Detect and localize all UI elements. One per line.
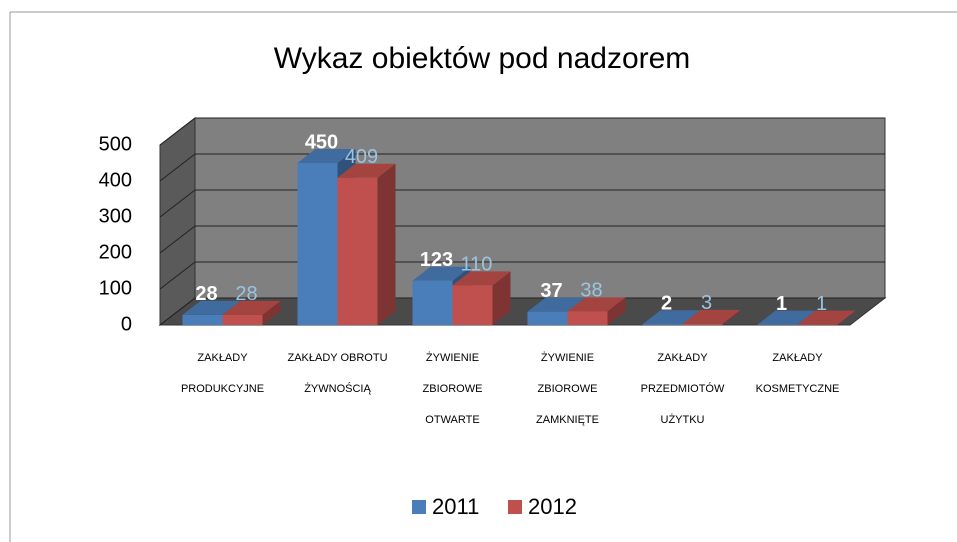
bar-3d xyxy=(682,309,741,325)
bar xyxy=(182,314,223,325)
bar xyxy=(222,314,263,325)
x-tick-label: ZAKŁADY PRZEDMIOTÓW UŻYTKU xyxy=(640,352,725,426)
data-label: 1 xyxy=(776,293,787,315)
y-tick-label: 400 xyxy=(99,169,132,191)
bar-3d xyxy=(452,271,511,325)
legend-label: 2012 xyxy=(528,494,577,519)
bar-top xyxy=(642,310,701,325)
y-tick-label: 100 xyxy=(99,277,132,299)
x-tick-label: ZAKŁADY PRODUKCYJNE xyxy=(180,352,265,395)
bar xyxy=(527,311,568,325)
bar-3d xyxy=(222,300,281,325)
grid-line-side xyxy=(159,297,196,326)
y-tick-label: 500 xyxy=(99,133,132,155)
data-label: 28 xyxy=(195,283,217,305)
legend-swatch xyxy=(508,500,522,514)
data-label: 2 xyxy=(661,293,672,315)
bar-top xyxy=(527,297,586,312)
bar-3d xyxy=(337,163,396,325)
bar xyxy=(297,163,338,325)
y-tick-label: 0 xyxy=(121,313,132,335)
bar-top xyxy=(222,300,281,315)
bar-side xyxy=(492,271,511,325)
bar-top xyxy=(452,271,511,286)
bar xyxy=(452,285,493,325)
bar-side xyxy=(377,163,396,325)
x-tick-label: ZAKŁADY OBROTU ŻYWNOŚCIĄ xyxy=(287,352,388,395)
bar-3d xyxy=(567,297,626,325)
bar-top xyxy=(797,310,856,325)
y-tick-label: 300 xyxy=(99,205,132,227)
legend-label: 2011 xyxy=(432,494,479,519)
data-label: 3 xyxy=(701,292,712,314)
grid-line-side xyxy=(159,153,196,182)
y-tick-label: 200 xyxy=(99,241,132,263)
bar-top xyxy=(412,266,471,281)
data-label: 123 xyxy=(420,249,453,271)
bar xyxy=(642,324,683,325)
bar-top xyxy=(682,309,741,324)
bar-top xyxy=(297,149,356,163)
grid-line-side xyxy=(159,225,196,254)
data-label: 110 xyxy=(461,254,493,276)
bar-side xyxy=(837,310,856,325)
data-label: 1 xyxy=(816,293,827,315)
x-tick-label: ŻYWIENIE ZBIOROWE OTWARTE xyxy=(422,352,483,426)
chart-title: Wykaz obiektów pod nadzorem xyxy=(274,42,691,75)
bar-top xyxy=(757,310,816,325)
bar-top xyxy=(337,163,396,178)
grid-line-side xyxy=(159,261,196,290)
x-tick-label: ŻYWIENIE ZBIOROWE ZAMKNIĘTE xyxy=(536,352,599,426)
legend-swatch xyxy=(412,500,426,514)
bar-side xyxy=(722,309,741,325)
bar-top xyxy=(182,300,241,315)
bar-top xyxy=(567,297,626,312)
bar xyxy=(567,311,608,325)
bar xyxy=(412,280,453,325)
bar xyxy=(337,177,378,325)
data-label: 38 xyxy=(580,280,602,302)
data-label: 450 xyxy=(305,131,338,153)
data-label: 409 xyxy=(345,146,378,168)
bar-3d xyxy=(797,310,856,325)
bar-side xyxy=(262,300,281,325)
data-label: 28 xyxy=(235,283,257,305)
grid-line-side xyxy=(159,189,196,218)
grid-line-side xyxy=(159,117,196,146)
side-wall xyxy=(159,116,196,327)
bar-side xyxy=(607,297,626,325)
bar xyxy=(682,323,723,325)
x-tick-label: ZAKŁADY KOSMETYCZNE xyxy=(755,352,840,395)
data-label: 37 xyxy=(540,280,562,302)
